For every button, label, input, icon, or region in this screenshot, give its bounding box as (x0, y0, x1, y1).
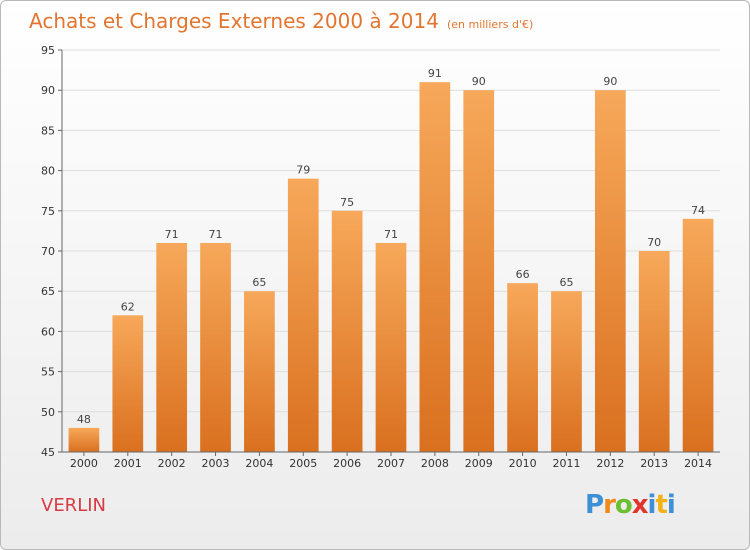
data-label-2009: 90 (472, 75, 486, 88)
x-tick-label-2013: 2013 (640, 457, 668, 470)
chart-title: Achats et Charges Externes 2000 à 2014 (e… (29, 9, 533, 33)
chart-unit: (en milliers d'€) (446, 18, 534, 31)
bar-2012 (594, 90, 626, 452)
data-label-2000: 48 (77, 413, 91, 426)
y-tick-label: 90 (41, 84, 55, 97)
data-label-2010: 66 (516, 268, 530, 281)
bar-2005 (287, 178, 319, 452)
x-tick-label-2002: 2002 (158, 457, 186, 470)
x-tick-label-2012: 2012 (596, 457, 624, 470)
data-labels: 48 62 71 71 65 79 75 71 91 90 66 65 90 70 74 (77, 67, 705, 426)
logo-letter: i (666, 490, 676, 520)
bar-2000 (68, 427, 100, 452)
logo-letter: x (631, 490, 649, 520)
logo-letter: P (585, 490, 604, 520)
data-label-2003: 71 (209, 228, 223, 241)
y-tick-label: 55 (41, 366, 55, 379)
y-axis-ticks: 45 50 55 60 65 70 75 80 85 90 95 (41, 44, 62, 459)
data-label-2001: 62 (121, 300, 135, 313)
bar-2003 (200, 242, 231, 452)
logo-letter: r (603, 490, 616, 520)
data-label-2005: 79 (296, 164, 310, 177)
y-tick-label: 65 (41, 285, 55, 298)
x-tick-label-2006: 2006 (333, 457, 361, 470)
data-label-2013: 70 (647, 236, 661, 249)
logo-letter: o (614, 490, 633, 520)
y-tick-label: 50 (41, 406, 55, 419)
bar-2004 (244, 291, 275, 452)
bar-2013 (638, 251, 670, 452)
axes (61, 50, 720, 453)
bar-2007 (375, 242, 407, 452)
x-tick-label-2000: 2000 (70, 457, 98, 470)
bar-2009 (463, 90, 495, 452)
x-axis-ticks: 2000 2001 2002 2003 2004 2005 2006 2007 2008 2009… (70, 452, 712, 470)
x-tick-label-2011: 2011 (552, 457, 580, 470)
x-tick-label-2010: 2010 (509, 457, 537, 470)
y-tick-label: 85 (41, 124, 55, 137)
y-tick-label: 80 (41, 165, 55, 178)
bar-2010 (507, 283, 538, 452)
y-tick-label: 45 (41, 446, 55, 459)
data-label-2011: 65 (559, 276, 573, 289)
chart-title-text: Achats et Charges Externes 2000 à 2014 (29, 9, 439, 33)
x-tick-label-2007: 2007 (377, 457, 405, 470)
y-tick-label: 95 (41, 44, 55, 57)
data-label-2012: 90 (603, 75, 617, 88)
x-tick-label-2005: 2005 (289, 457, 317, 470)
data-label-2014: 74 (691, 204, 705, 217)
bar-2002 (156, 242, 188, 452)
y-tick-label: 70 (41, 245, 55, 258)
x-tick-label-2014: 2014 (684, 457, 712, 470)
x-tick-label-2004: 2004 (245, 457, 273, 470)
data-label-2006: 75 (340, 196, 354, 209)
logo-letter: i (647, 490, 657, 520)
bars (68, 82, 714, 452)
x-tick-label-2008: 2008 (421, 457, 449, 470)
x-tick-label-2003: 2003 (202, 457, 230, 470)
y-tick-label: 75 (41, 205, 55, 218)
data-label-2008: 91 (428, 67, 442, 80)
commune-name: VERLIN (41, 495, 106, 516)
proxiti-logo: Proxiti (585, 490, 676, 520)
data-label-2004: 65 (252, 276, 266, 289)
x-tick-label-2001: 2001 (114, 457, 142, 470)
bar-2011 (551, 291, 582, 452)
bar-2014 (682, 218, 714, 452)
data-label-2007: 71 (384, 228, 398, 241)
data-label-2002: 71 (165, 228, 179, 241)
x-tick-label-2009: 2009 (465, 457, 493, 470)
logo-letter: t (655, 490, 667, 520)
bar-2001 (112, 315, 144, 452)
bar-2006 (331, 210, 363, 452)
bar-2008 (419, 82, 451, 452)
y-tick-label: 60 (41, 325, 55, 338)
